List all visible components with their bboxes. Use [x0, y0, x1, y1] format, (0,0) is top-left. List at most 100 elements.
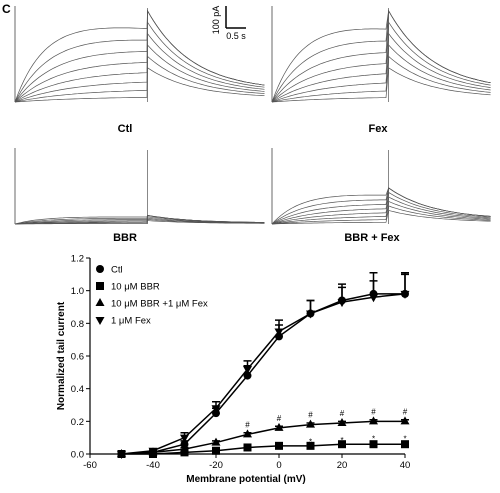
- scale-bar: 100 pA 0.5 s: [211, 6, 246, 41]
- marker: [117, 451, 126, 459]
- marker: [401, 440, 409, 449]
- y-tick-label: 0.6: [71, 352, 84, 363]
- marker: [275, 441, 283, 450]
- marker: [180, 444, 189, 453]
- y-tick-label: 0.0: [71, 450, 84, 461]
- trace: [14, 9, 265, 103]
- trace: [14, 219, 265, 225]
- trace-panel: [14, 6, 265, 103]
- marker: [96, 265, 104, 273]
- marker: [400, 290, 410, 299]
- y-tick-label: 1.0: [71, 286, 84, 297]
- trace-panel: [271, 148, 491, 225]
- trace: [271, 67, 491, 103]
- y-tick-label: 0.4: [71, 384, 84, 395]
- marker: [243, 366, 252, 375]
- series-line: [121, 293, 406, 455]
- series-line: [121, 443, 405, 455]
- significance-mark: #: [245, 420, 250, 429]
- trace: [271, 187, 491, 225]
- significance-mark: *: [403, 434, 406, 443]
- significance-mark: #: [340, 409, 345, 418]
- marker: [274, 422, 284, 431]
- trace: [271, 191, 491, 225]
- trace: [14, 55, 265, 103]
- marker: [243, 443, 252, 452]
- marker: [148, 447, 158, 456]
- marker: [95, 317, 105, 325]
- trace-panel: [14, 148, 265, 225]
- significance-mark: *: [246, 447, 249, 456]
- x-tick-label: 20: [337, 460, 348, 471]
- marker: [180, 434, 189, 443]
- trace: [14, 44, 265, 103]
- trace: [271, 44, 491, 103]
- marker: [96, 282, 104, 290]
- trace: [271, 9, 491, 103]
- trace: [14, 21, 265, 103]
- significance-mark: #: [403, 407, 408, 416]
- series-line: [121, 420, 405, 455]
- trace: [271, 210, 491, 225]
- marker: [369, 294, 378, 303]
- trace: [271, 205, 491, 225]
- marker: [211, 405, 221, 414]
- series-line: [121, 293, 405, 455]
- y-tick-label: 1.2: [71, 254, 84, 265]
- significance-mark: #: [371, 407, 376, 416]
- trace: [271, 9, 491, 103]
- trace: [271, 32, 491, 103]
- significance-mark: *: [340, 436, 343, 445]
- y-tick-label: 0.8: [71, 319, 84, 330]
- legend-label: 10 μM BBR +1 μM Fex: [111, 299, 208, 310]
- marker: [369, 416, 378, 425]
- panel-label: C: [2, 2, 11, 16]
- significance-mark: *: [309, 438, 312, 447]
- marker: [306, 441, 315, 450]
- trace: [271, 200, 491, 225]
- marker: [306, 310, 315, 319]
- marker: [95, 298, 105, 306]
- x-tick-label: -20: [209, 460, 223, 471]
- scale-current: 100 pA: [211, 6, 221, 35]
- trace: [14, 216, 265, 225]
- marker: [337, 417, 347, 426]
- legend-label: 1 μM Fex: [111, 316, 151, 327]
- trace: [271, 21, 491, 103]
- legend-label: 10 μM BBR: [111, 282, 160, 293]
- x-axis-title: Membrane potential (mV): [186, 474, 305, 485]
- series: [117, 273, 410, 459]
- significance-mark: *: [277, 441, 280, 450]
- trace-label: BBR: [113, 232, 137, 244]
- trace: [14, 67, 265, 103]
- series: [117, 440, 409, 458]
- error-bar: [401, 273, 409, 294]
- series: [117, 416, 410, 457]
- trace: [271, 55, 491, 103]
- marker: [369, 440, 378, 449]
- marker: [274, 328, 284, 337]
- marker: [306, 419, 315, 428]
- x-tick-label: -40: [146, 460, 160, 471]
- x-tick-label: 40: [400, 460, 411, 471]
- y-axis-title: Normalized tail current: [56, 301, 67, 410]
- significance-mark: #: [277, 414, 282, 423]
- trace: [14, 32, 265, 103]
- x-tick-label: -60: [83, 460, 97, 471]
- marker: [243, 371, 252, 380]
- marker: [243, 429, 252, 438]
- trace: [271, 9, 491, 103]
- trace: [14, 9, 265, 103]
- marker: [337, 299, 347, 308]
- trace-label: Ctl: [118, 123, 133, 135]
- trace-panel: [271, 6, 491, 103]
- y-tick-label: 0.2: [71, 417, 84, 428]
- trace: [14, 9, 265, 103]
- trace: [271, 196, 491, 225]
- legend-label: Ctl: [111, 265, 123, 276]
- trace-label: Fex: [369, 123, 389, 135]
- scale-time: 0.5 s: [226, 31, 246, 41]
- trace-label: BBR + Fex: [344, 232, 400, 244]
- x-tick-label: 0: [276, 460, 281, 471]
